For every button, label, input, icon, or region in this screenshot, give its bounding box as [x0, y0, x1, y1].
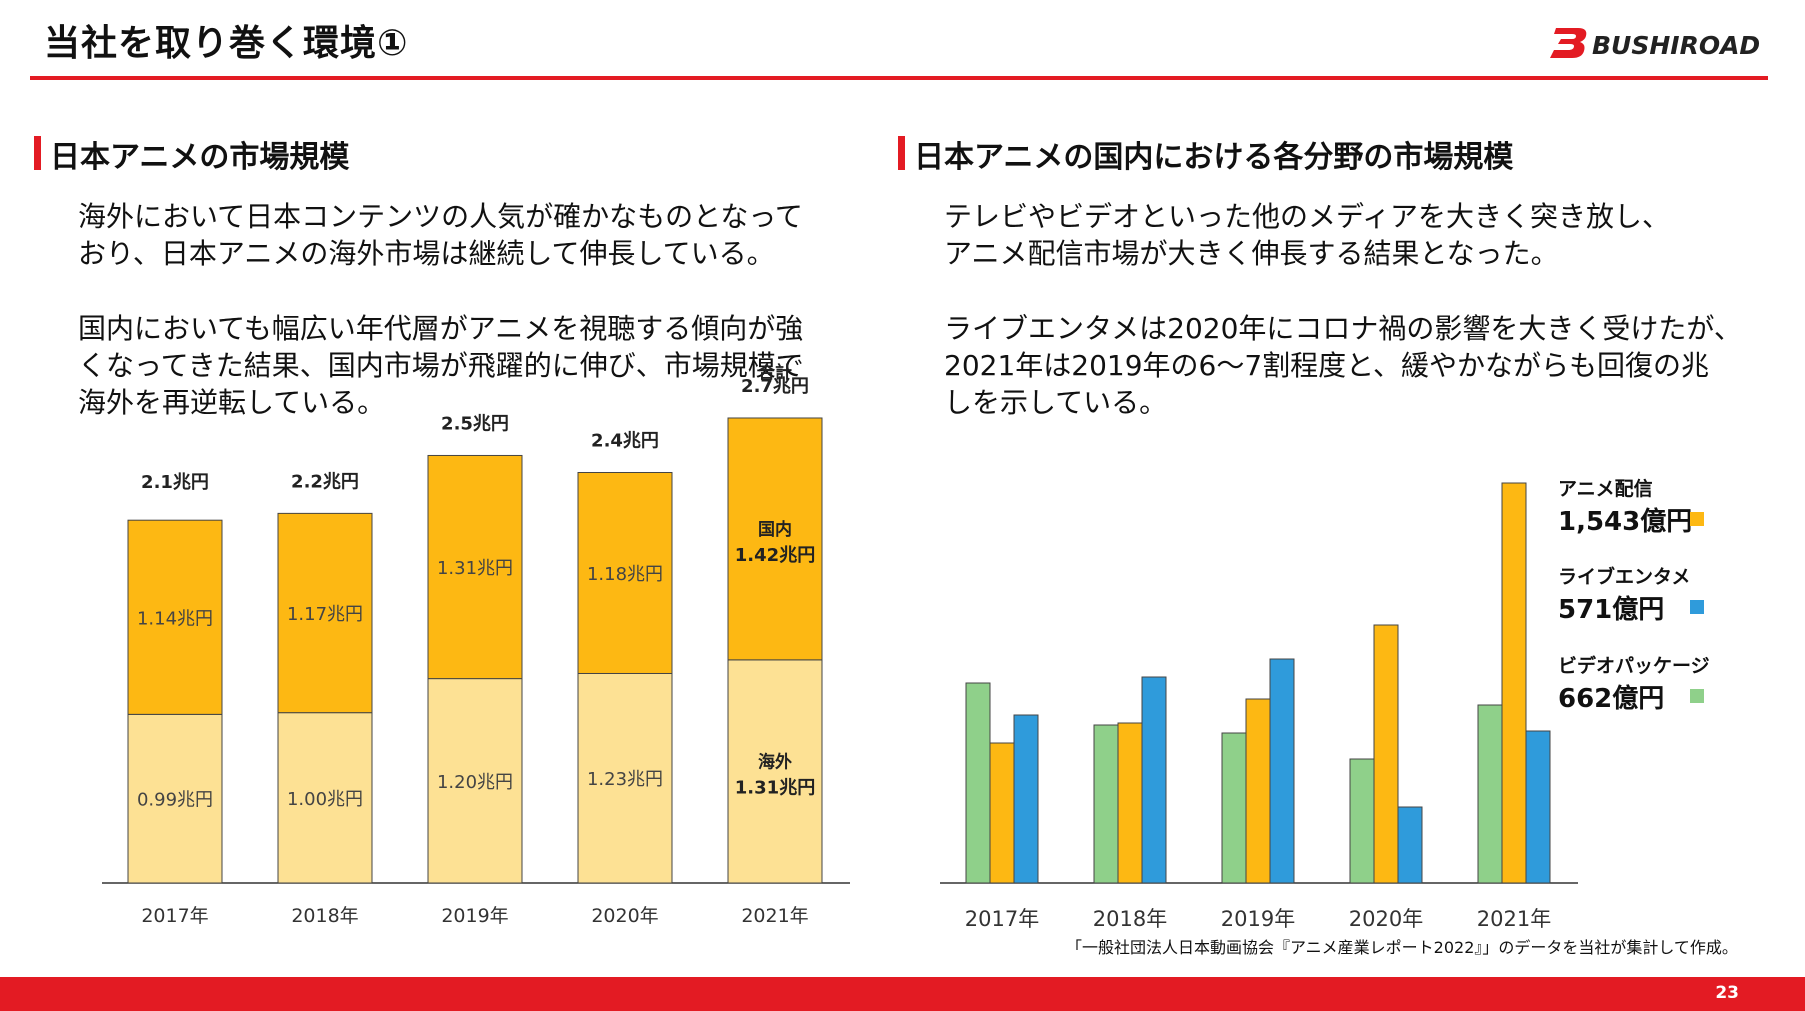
bar-video-package: [1477, 704, 1503, 884]
data-label: 1.31兆円: [735, 777, 815, 798]
right-section-heading: 日本アニメの国内における各分野の市場規模: [898, 132, 1513, 176]
page-title: 当社を取り巻く環境①: [44, 23, 409, 64]
domestic-segment-bar-chart: 2017年 2018年 2019年 2020年 2021年: [940, 482, 1578, 931]
footer-bar: 23: [0, 977, 1805, 1011]
bar-domestic: [577, 471, 673, 674]
x-tick-label: 2021年: [1477, 907, 1551, 931]
x-tick-label: 2018年: [1093, 907, 1167, 931]
bar-anime-streaming: [1373, 624, 1399, 884]
left-section-heading: 日本アニメの市場規模: [34, 132, 349, 176]
data-label: 1.17兆円: [287, 604, 363, 625]
bar-live-entertainment: [1141, 676, 1167, 884]
bar-video-package: [1093, 724, 1119, 884]
right-paragraph-1: テレビやビデオといった他のメディアを大きく突き放し、 アニメ配信市場が大きく伸長…: [944, 200, 1671, 270]
total-caption: 合計: [758, 362, 792, 383]
x-tick-label: 2017年: [965, 907, 1039, 931]
legend-item-anime-streaming: アニメ配信 1,543億円: [1558, 474, 1704, 538]
bar-overseas: [577, 672, 673, 884]
bushiroad-logo: BUSHIROAD: [1550, 28, 1760, 60]
x-tick-label: 2019年: [441, 905, 508, 927]
bar-anime-streaming: [1117, 722, 1143, 884]
segment-name-label: 国内: [758, 519, 792, 540]
bar-video-package: [965, 682, 991, 884]
legend-item-video-package: ビデオパッケージ 662億円: [1558, 655, 1710, 714]
bar-domestic: [427, 454, 523, 680]
left-paragraph-1: 海外において日本コンテンツの人気が確かなものとなって おり、日本アニメの海外市場…: [78, 200, 803, 270]
bar-video-package: [1349, 758, 1375, 884]
x-tick-label: 2017年: [141, 905, 208, 927]
bar-overseas: [727, 659, 823, 884]
bar-domestic: [277, 512, 373, 714]
svg-text:BUSHIROAD: BUSHIROAD: [1592, 31, 1760, 60]
legend-swatch: [1690, 600, 1704, 614]
data-label: 1.00兆円: [287, 789, 363, 810]
bar-live-entertainment: [1525, 730, 1551, 884]
x-tick-label: 2021年: [741, 905, 808, 927]
bar-overseas: [127, 713, 223, 884]
data-label: 1.31兆円: [437, 558, 513, 579]
bar-live-entertainment: [1397, 806, 1423, 884]
total-label: 2.7兆円: [741, 376, 809, 397]
total-label: 2.4兆円: [591, 430, 659, 451]
bar-video-package: [1221, 732, 1247, 884]
bar-live-entertainment: [1269, 658, 1295, 884]
bar-anime-streaming: [989, 742, 1015, 884]
legend-item-live-entertainment: ライブエンタメ 571億円: [1558, 562, 1704, 626]
market-size-stacked-bar-chart: 0.99兆円 1.14兆円 2.1兆円 2017年 1.00兆円 1.17兆円 2.2兆円 2…: [102, 362, 850, 927]
legend-swatch: [1690, 689, 1704, 703]
total-label: 2.5兆円: [441, 413, 509, 434]
total-label: 2.1兆円: [141, 472, 209, 493]
bar-domestic: [727, 417, 823, 661]
bar-overseas: [277, 712, 373, 884]
bar-anime-streaming: [1501, 482, 1527, 884]
data-label: 1.42兆円: [735, 545, 815, 566]
source-note: 「一般社団法人日本動画協会『アニメ産業レポート2022』」のデータを当社が集計し…: [1066, 938, 1738, 957]
data-label: 1.23兆円: [587, 769, 663, 790]
right-paragraph-2: ライブエンタメは2020年にコロナ禍の影響を大きく受けたが、 2021年は201…: [944, 312, 1742, 419]
data-label: 0.99兆円: [137, 790, 213, 811]
x-tick-label: 2019年: [1221, 907, 1295, 931]
data-label: 1.18兆円: [587, 564, 663, 585]
left-paragraph-2: 国内においても幅広い年代層がアニメを視聴する傾向が強 くなってきた結果、国内市場…: [78, 312, 804, 419]
bar-overseas: [427, 678, 523, 884]
bar-domestic: [127, 519, 223, 715]
segment-name-label: 海外: [758, 751, 792, 772]
page-number: 23: [1715, 983, 1739, 1003]
bar-live-entertainment: [1013, 714, 1039, 884]
x-tick-label: 2020年: [1349, 907, 1423, 931]
legend-swatch: [1690, 512, 1704, 526]
x-tick-label: 2020年: [591, 905, 658, 927]
data-label: 1.14兆円: [137, 608, 213, 629]
title-divider: [30, 76, 1768, 80]
data-label: 1.20兆円: [437, 772, 513, 793]
bar-anime-streaming: [1245, 698, 1271, 884]
x-tick-label: 2018年: [291, 905, 358, 927]
total-label: 2.2兆円: [291, 471, 359, 492]
